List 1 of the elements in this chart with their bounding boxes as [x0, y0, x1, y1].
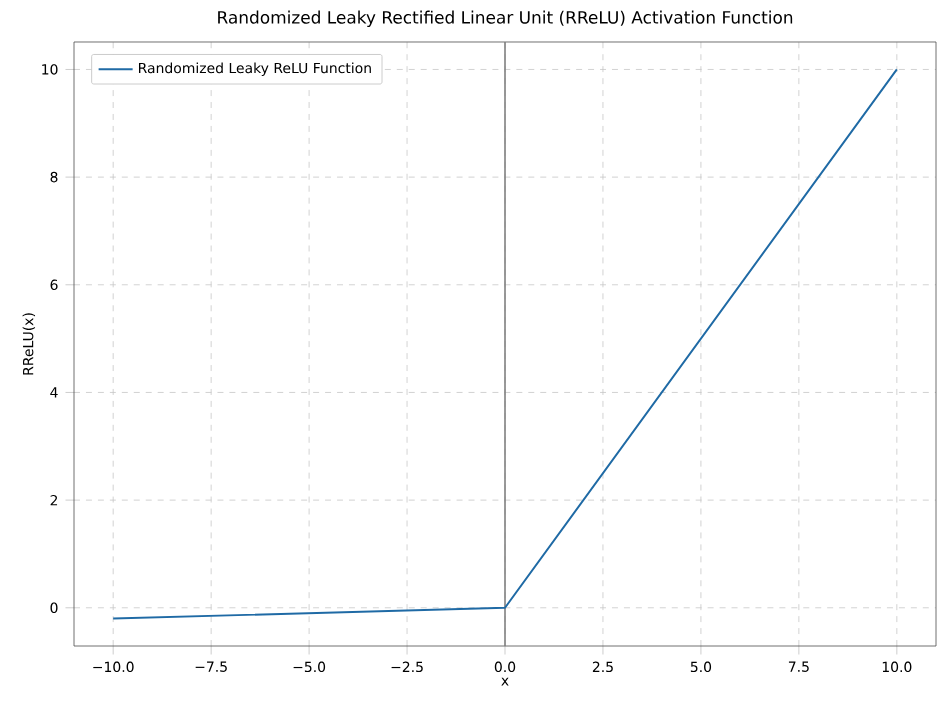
chart-title: Randomized Leaky Rectified Linear Unit (RReLU) Activation Function [218, 10, 793, 28]
